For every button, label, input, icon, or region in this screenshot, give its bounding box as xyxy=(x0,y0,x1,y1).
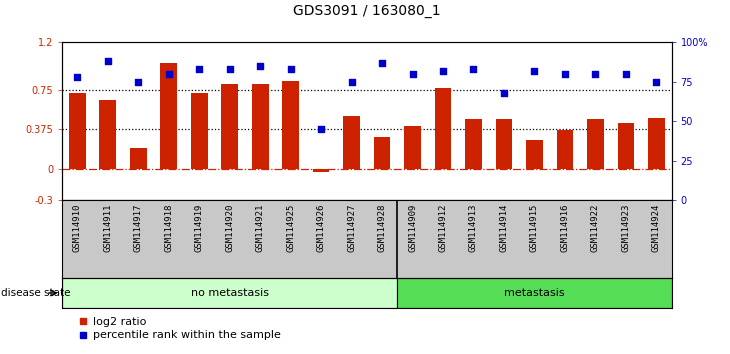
Text: GSM114916: GSM114916 xyxy=(561,204,569,252)
Bar xyxy=(99,100,116,169)
Bar xyxy=(496,119,512,169)
Text: GSM114926: GSM114926 xyxy=(317,204,326,252)
Text: metastasis: metastasis xyxy=(504,288,565,298)
Bar xyxy=(343,116,360,169)
Point xyxy=(132,79,144,85)
Text: GSM114915: GSM114915 xyxy=(530,204,539,252)
Text: GSM114921: GSM114921 xyxy=(255,204,265,252)
Text: GSM114920: GSM114920 xyxy=(225,204,234,252)
Point xyxy=(72,74,83,80)
Point xyxy=(407,71,418,77)
Bar xyxy=(556,130,573,169)
Point xyxy=(315,126,327,132)
Bar xyxy=(312,169,329,172)
Bar xyxy=(526,140,543,169)
Bar xyxy=(648,118,665,169)
Point xyxy=(650,79,662,85)
Text: GSM114928: GSM114928 xyxy=(377,204,387,252)
Text: no metastasis: no metastasis xyxy=(191,288,269,298)
Point xyxy=(102,58,114,64)
Point xyxy=(376,60,388,66)
Text: GSM114910: GSM114910 xyxy=(73,204,82,252)
Bar xyxy=(69,93,85,169)
Point xyxy=(254,63,266,69)
Bar xyxy=(434,88,451,169)
Text: GSM114925: GSM114925 xyxy=(286,204,295,252)
Point xyxy=(468,67,480,72)
Bar xyxy=(465,119,482,169)
Point xyxy=(346,79,358,85)
Text: GSM114923: GSM114923 xyxy=(621,204,631,252)
Bar xyxy=(130,148,147,169)
Point xyxy=(224,67,236,72)
Point xyxy=(193,67,205,72)
Point xyxy=(163,71,174,77)
Bar xyxy=(397,278,672,308)
Text: GSM114914: GSM114914 xyxy=(499,204,509,252)
Text: disease state: disease state xyxy=(1,288,70,298)
Bar xyxy=(221,85,238,169)
Point xyxy=(498,90,510,96)
Point xyxy=(620,71,631,77)
Bar xyxy=(252,85,269,169)
Bar xyxy=(587,119,604,169)
Text: GSM114912: GSM114912 xyxy=(439,204,447,252)
Text: GSM114917: GSM114917 xyxy=(134,204,143,252)
Point xyxy=(559,71,571,77)
Text: GSM114911: GSM114911 xyxy=(103,204,112,252)
Bar xyxy=(161,63,177,169)
Text: GDS3091 / 163080_1: GDS3091 / 163080_1 xyxy=(293,4,441,18)
Legend: log2 ratio, percentile rank within the sample: log2 ratio, percentile rank within the s… xyxy=(75,313,285,345)
Text: GSM114909: GSM114909 xyxy=(408,204,417,252)
Text: GSM114918: GSM114918 xyxy=(164,204,173,252)
Bar xyxy=(618,123,634,169)
Point xyxy=(590,71,602,77)
Point xyxy=(437,68,449,74)
Text: GSM114913: GSM114913 xyxy=(469,204,478,252)
Bar xyxy=(62,278,397,308)
Text: GSM114922: GSM114922 xyxy=(591,204,600,252)
Text: GSM114927: GSM114927 xyxy=(347,204,356,252)
Point xyxy=(529,68,540,74)
Bar xyxy=(191,93,207,169)
Text: GSM114924: GSM114924 xyxy=(652,204,661,252)
Point xyxy=(285,67,296,72)
Bar xyxy=(283,81,299,169)
Text: GSM114919: GSM114919 xyxy=(195,204,204,252)
Bar xyxy=(374,137,391,169)
Bar xyxy=(404,126,421,169)
